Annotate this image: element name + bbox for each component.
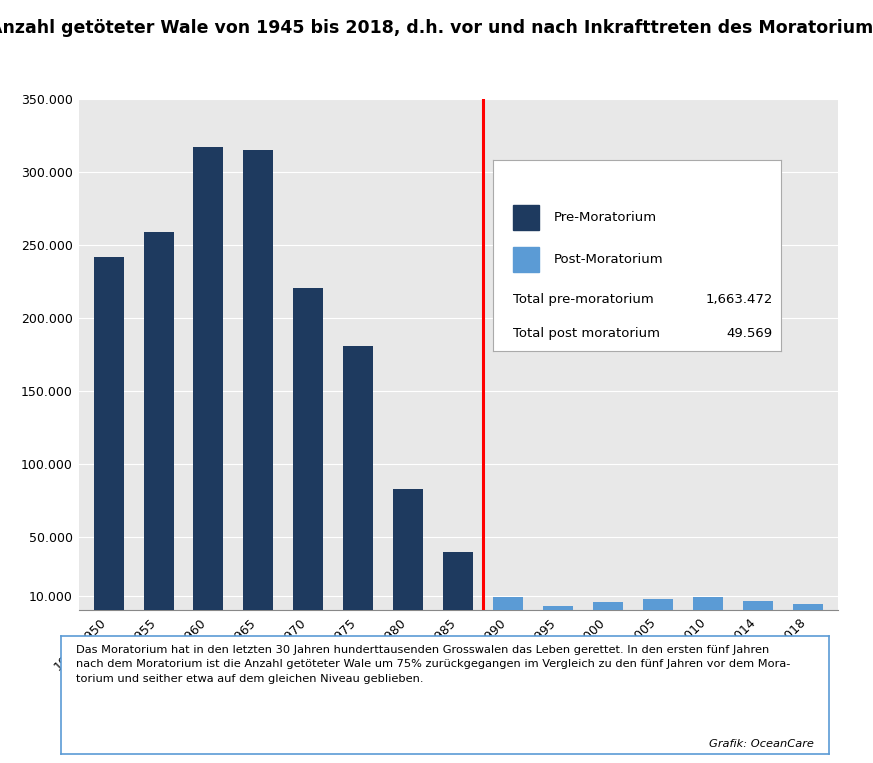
Bar [394, 489, 423, 610]
Text: Anzahl getöteter Wale von 1945 bis 2018, d.h. vor und nach Inkrafttreten des Mor: Anzahl getöteter Wale von 1945 bis 2018,… [0, 19, 873, 37]
Bar [643, 599, 673, 610]
Bar [693, 597, 723, 610]
Bar [513, 205, 540, 230]
Bar [194, 147, 223, 610]
Bar [443, 552, 473, 610]
Text: Post-Moratorium: Post-Moratorium [553, 253, 663, 266]
Bar [543, 607, 574, 610]
Bar [594, 602, 623, 610]
Text: Total post moratorium: Total post moratorium [513, 327, 660, 340]
Text: 1,663.472: 1,663.472 [705, 293, 773, 306]
Bar [93, 257, 124, 610]
Text: Das Moratorium hat in den letzten 30 Jahren hunderttausenden Grosswalen das Lebe: Das Moratorium hat in den letzten 30 Jah… [77, 645, 791, 684]
Bar [293, 288, 323, 610]
Bar [143, 232, 174, 610]
Bar [493, 597, 523, 610]
Text: Pre-Moratorium: Pre-Moratorium [553, 211, 656, 224]
Text: 49.569: 49.569 [726, 327, 773, 340]
Text: Total pre-moratorium: Total pre-moratorium [513, 293, 654, 306]
Text: Grafik: OceanCare: Grafik: OceanCare [709, 739, 814, 749]
Bar [793, 604, 823, 610]
Bar [244, 150, 273, 610]
Bar [343, 346, 374, 610]
Bar [513, 247, 540, 272]
Bar [743, 601, 773, 610]
